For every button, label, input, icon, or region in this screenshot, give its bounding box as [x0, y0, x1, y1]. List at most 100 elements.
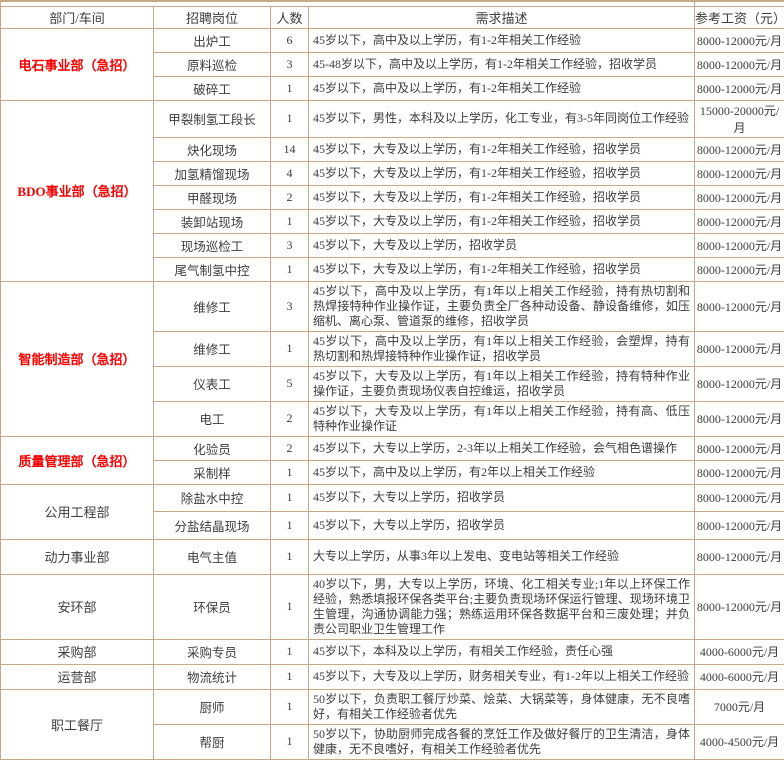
department-cell: 采购部 — [1, 639, 154, 664]
position-cell: 分盐结晶现场 — [154, 511, 271, 539]
position-cell: 甲裂制氢工段长 — [154, 100, 271, 137]
position-cell: 破碎工 — [154, 76, 271, 100]
count-cell: 1 — [271, 331, 309, 366]
position-cell: 采制样 — [154, 460, 271, 484]
position-cell: 维修工 — [154, 281, 271, 331]
salary-cell: 8000-12000元/月 — [695, 460, 784, 484]
description-cell: 45岁以下，大专以上学历，招收学员 — [309, 511, 695, 539]
department-cell: 公用工程部 — [1, 484, 154, 539]
salary-cell: 15000-20000元/月 — [695, 100, 784, 137]
description-cell: 40岁以下，男，大专以上学历，环境、化工相关专业;1年以上环保工作经验，熟悉填报… — [309, 574, 695, 639]
count-cell: 1 — [271, 76, 309, 100]
description-cell: 45岁以下，大专及以上学历，有1年以上相关工作经验，持有高、低压特种作业操作证 — [309, 401, 695, 436]
salary-cell: 8000-12000元/月 — [695, 76, 784, 100]
position-cell: 维修工 — [154, 331, 271, 366]
count-cell: 3 — [271, 52, 309, 76]
salary-cell: 8000-12000元/月 — [695, 366, 784, 401]
count-cell: 1 — [271, 484, 309, 511]
count-cell: 1 — [271, 511, 309, 539]
position-cell: 仪表工 — [154, 366, 271, 401]
description-cell: 45岁以下，大专及以上学历，有1-2年相关工作经验，招收学员 — [309, 137, 695, 161]
count-cell: 1 — [271, 460, 309, 484]
count-cell: 1 — [271, 724, 309, 759]
position-cell: 现场巡检工 — [154, 233, 271, 257]
position-cell: 帮厨 — [154, 724, 271, 759]
position-cell: 采购专员 — [154, 639, 271, 664]
salary-cell: 7000元/月 — [695, 689, 784, 724]
salary-cell: 8000-12000元/月 — [695, 574, 784, 639]
count-cell: 14 — [271, 137, 309, 161]
position-cell: 厨师 — [154, 689, 271, 724]
description-cell: 45岁以下，男性，本科及以上学历，化工专业，有3-5年同岗位工作经验 — [309, 100, 695, 137]
count-cell: 2 — [271, 436, 309, 460]
description-cell: 45岁以下，高中及以上学历，有2年以上相关工作经验 — [309, 460, 695, 484]
description-cell: 45岁以下，大专及以上学历，有1-2年相关工作经验，招收学员 — [309, 161, 695, 185]
position-cell: 炔化现场 — [154, 137, 271, 161]
salary-cell: 8000-12000元/月 — [695, 161, 784, 185]
description-cell: 45岁以下，大专以上学历，2-3年以上相关工作经验，会气相色谱操作 — [309, 436, 695, 460]
header-department: 部门/车间 — [1, 6, 154, 28]
salary-cell: 8000-12000元/月 — [695, 209, 784, 233]
description-cell: 45-48岁以下，高中及以上学历，有1-2年相关工作经验，招收学员 — [309, 52, 695, 76]
position-cell: 原料巡检 — [154, 52, 271, 76]
salary-cell: 8000-12000元/月 — [695, 484, 784, 511]
salary-cell: 8000-12000元/月 — [695, 52, 784, 76]
count-cell: 6 — [271, 28, 309, 52]
header-position: 招聘岗位 — [154, 6, 271, 28]
position-cell: 出炉工 — [154, 28, 271, 52]
salary-cell: 8000-12000元/月 — [695, 257, 784, 281]
count-cell: 1 — [271, 257, 309, 281]
count-cell: 2 — [271, 401, 309, 436]
salary-cell: 8000-12000元/月 — [695, 137, 784, 161]
description-cell: 45岁以下，大专及以上学历，招收学员 — [309, 233, 695, 257]
position-cell: 化验员 — [154, 436, 271, 460]
count-cell: 1 — [271, 639, 309, 664]
position-cell: 电气主值 — [154, 539, 271, 574]
salary-cell: 4000-6000元/月 — [695, 664, 784, 689]
description-cell: 45岁以下，本科及以上学历，有相关工作经验，责任心强 — [309, 639, 695, 664]
description-cell: 50岁以下，协助厨师完成各餐的烹饪工作及做好餐厅的卫生清洁，身体健康，无不良嗜好… — [309, 724, 695, 759]
header-description: 需求描述 — [309, 6, 695, 28]
header-count: 人数 — [271, 6, 309, 28]
salary-cell: 8000-12000元/月 — [695, 281, 784, 331]
position-cell: 尾气制氢中控 — [154, 257, 271, 281]
count-cell: 1 — [271, 100, 309, 137]
description-cell: 45岁以下，高中及以上学历，有1年以上相关工作经验，会塑焊，持有热切割和热焊接特… — [309, 331, 695, 366]
salary-cell: 8000-12000元/月 — [695, 331, 784, 366]
salary-cell: 8000-12000元/月 — [695, 401, 784, 436]
description-cell: 45岁以下，大专及以上学历，有1-2年相关工作经验，招收学员 — [309, 257, 695, 281]
count-cell: 1 — [271, 664, 309, 689]
salary-cell: 8000-12000元/月 — [695, 539, 784, 574]
count-cell: 2 — [271, 185, 309, 209]
salary-cell: 8000-12000元/月 — [695, 28, 784, 52]
description-cell: 45岁以下，高中及以上学历，有1-2年相关工作经验 — [309, 76, 695, 100]
position-cell: 物流统计 — [154, 664, 271, 689]
count-cell: 5 — [271, 366, 309, 401]
description-cell: 大专以上学历，从事3年以上发电、变电站等相关工作经验 — [309, 539, 695, 574]
department-cell: 智能制造部（急招） — [1, 281, 154, 436]
department-cell: 动力事业部 — [1, 539, 154, 574]
count-cell: 3 — [271, 233, 309, 257]
salary-cell: 4000-4500元/月 — [695, 724, 784, 759]
department-cell: 安环部 — [1, 574, 154, 639]
salary-cell: 4000-6000元/月 — [695, 639, 784, 664]
position-cell: 除盐水中控 — [154, 484, 271, 511]
count-cell: 1 — [271, 209, 309, 233]
table-header-row: 部门/车间 招聘岗位 人数 需求描述 参考工资（元） — [1, 6, 784, 28]
count-cell: 1 — [271, 574, 309, 639]
department-cell: 质量管理部（急招） — [1, 436, 154, 484]
position-cell: 加氢精馏现场 — [154, 161, 271, 185]
position-cell: 环保员 — [154, 574, 271, 639]
description-cell: 50岁以下，负责职工餐厅炒菜、烩菜、大锅菜等，身体健康，无不良嗜好，有相关工作经… — [309, 689, 695, 724]
position-cell: 装卸站现场 — [154, 209, 271, 233]
description-cell: 45岁以下，大专及以上学历，有1-2年相关工作经验，招收学员 — [309, 185, 695, 209]
department-cell: 电石事业部（急招） — [1, 28, 154, 100]
description-cell: 45岁以下，大专及以上学历，有1-2年相关工作经验，招收学员 — [309, 209, 695, 233]
